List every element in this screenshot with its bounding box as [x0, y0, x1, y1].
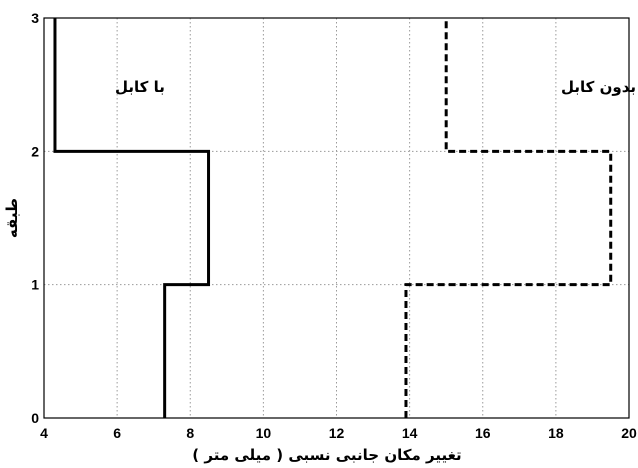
y-tick-label: 3	[31, 10, 39, 26]
series-line-0	[53, 18, 211, 418]
series-label-0: با کابل	[115, 78, 165, 96]
y-tick-label: 1	[31, 277, 39, 293]
x-tick-label: 12	[329, 425, 345, 441]
x-tick-label: 10	[256, 425, 272, 441]
y-tick-label: 0	[31, 410, 39, 426]
x-axis-label: تغییر مکان جانبی نسبی ( میلی متر )	[192, 446, 461, 464]
y-tick-labels: 0 1 2 3	[31, 10, 39, 426]
series-labels: با کابل بدون کابل	[115, 78, 636, 96]
x-tick-label: 20	[621, 425, 637, 441]
series-group	[53, 18, 613, 418]
x-tick-label: 14	[402, 425, 418, 441]
series-line-1	[404, 18, 613, 418]
x-tick-labels: 4 6 8 10 12 14 16 18 20	[40, 425, 637, 441]
plot-frame	[43, 17, 630, 419]
series-label-1: بدون کابل	[561, 78, 636, 96]
x-tick-label: 8	[186, 425, 194, 441]
y-axis-label: طبقه	[3, 198, 21, 238]
x-tick-label: 6	[113, 425, 121, 441]
y-tick-label: 2	[31, 143, 39, 159]
x-tick-label: 4	[40, 425, 48, 441]
x-tick-label: 16	[475, 425, 491, 441]
x-tick-label: 18	[548, 425, 564, 441]
